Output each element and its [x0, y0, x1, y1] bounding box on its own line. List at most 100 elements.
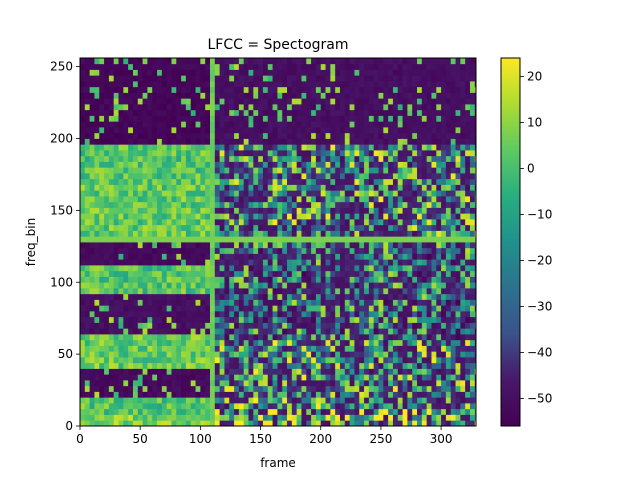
heatmap-cell — [267, 207, 273, 214]
heatmap-cell — [80, 213, 86, 220]
heatmap-cell — [219, 213, 225, 220]
heatmap-cell — [344, 190, 351, 197]
heatmap-cell — [431, 213, 437, 220]
heatmap-cell — [128, 242, 134, 249]
heatmap-cell — [291, 98, 298, 105]
heatmap-cell — [195, 109, 201, 116]
heatmap-cell — [354, 219, 360, 226]
heatmap-cell — [311, 104, 317, 111]
heatmap-cell — [142, 201, 148, 208]
heatmap-cell — [181, 138, 187, 145]
heatmap-cell — [320, 173, 326, 180]
heatmap-cell — [229, 167, 235, 174]
heatmap-cell — [234, 86, 240, 93]
heatmap-cell — [190, 368, 196, 375]
heatmap-cell — [152, 253, 158, 260]
heatmap-cell — [258, 144, 264, 151]
heatmap-cell — [181, 265, 187, 272]
heatmap-cell — [344, 391, 351, 398]
heatmap-cell — [282, 132, 288, 139]
heatmap-cell — [339, 127, 346, 134]
heatmap-cell — [132, 173, 139, 180]
heatmap-cell — [224, 403, 230, 410]
heatmap-cell — [209, 207, 216, 214]
heatmap-cell — [229, 224, 235, 231]
heatmap-cell — [291, 374, 298, 381]
heatmap-cell — [108, 115, 115, 122]
heatmap-cell — [161, 357, 168, 364]
heatmap-cell — [373, 109, 379, 116]
heatmap-cell — [132, 242, 139, 249]
heatmap-cell — [84, 242, 91, 249]
heatmap-cell — [378, 328, 384, 335]
heatmap-cell — [142, 81, 148, 88]
heatmap-cell — [89, 230, 95, 237]
heatmap-cell — [123, 247, 129, 254]
heatmap-cell — [176, 351, 182, 358]
heatmap-cell — [229, 69, 235, 76]
heatmap-cell — [344, 121, 351, 128]
heatmap-cell — [99, 334, 105, 341]
heatmap-cell — [335, 259, 341, 266]
heatmap-cell — [335, 86, 341, 93]
heatmap-cell — [267, 259, 273, 266]
heatmap-cell — [248, 155, 254, 162]
heatmap-cell — [421, 305, 428, 312]
heatmap-cell — [157, 230, 163, 237]
heatmap-cell — [147, 213, 153, 220]
heatmap-cell — [383, 270, 389, 277]
heatmap-cell — [209, 63, 216, 70]
heatmap-cell — [243, 242, 249, 249]
heatmap-cell — [262, 161, 269, 168]
heatmap-cell — [450, 368, 456, 375]
heatmap-cell — [267, 288, 273, 295]
heatmap-cell — [450, 230, 456, 237]
heatmap-cell — [209, 81, 216, 88]
heatmap-cell — [152, 138, 158, 145]
heatmap-cell — [181, 178, 187, 185]
heatmap-cell — [441, 150, 447, 157]
heatmap-cell — [128, 92, 134, 99]
heatmap-cell — [195, 167, 201, 174]
heatmap-cell — [171, 63, 177, 70]
heatmap-cell — [368, 132, 375, 139]
heatmap-cell — [248, 345, 254, 352]
heatmap-cell — [190, 150, 196, 157]
heatmap-cell — [335, 403, 341, 410]
heatmap-cell — [234, 265, 240, 272]
heatmap-cell — [417, 155, 423, 162]
heatmap-cell — [248, 334, 254, 341]
heatmap-cell — [84, 138, 91, 145]
heatmap-cell — [368, 115, 375, 122]
heatmap-cell — [253, 380, 259, 387]
heatmap-cell — [104, 316, 110, 323]
heatmap-cell — [84, 253, 91, 260]
heatmap-cell — [195, 339, 201, 346]
heatmap-cell — [99, 380, 105, 387]
heatmap-cell — [325, 339, 331, 346]
heatmap-cell — [137, 247, 143, 254]
heatmap-cell — [157, 408, 163, 415]
heatmap-cell — [118, 224, 124, 231]
heatmap-cell — [171, 282, 177, 289]
heatmap-cell — [311, 236, 317, 243]
heatmap-cell — [248, 236, 254, 243]
heatmap-cell — [205, 408, 211, 415]
heatmap-cell — [176, 265, 182, 272]
heatmap-cell — [296, 224, 302, 231]
heatmap-cell — [320, 253, 326, 260]
heatmap-cell — [176, 155, 182, 162]
heatmap-cell — [219, 207, 225, 214]
heatmap-cell — [306, 253, 312, 260]
heatmap-cell — [132, 230, 139, 237]
heatmap-cell — [325, 385, 331, 392]
heatmap-cell — [123, 81, 129, 88]
heatmap-cell — [209, 345, 216, 352]
heatmap-cell — [330, 322, 336, 329]
heatmap-cell — [441, 167, 447, 174]
heatmap-cell — [80, 380, 86, 387]
heatmap-cell — [89, 127, 95, 134]
heatmap-cell — [132, 397, 139, 404]
heatmap-cell — [123, 219, 129, 226]
heatmap-cell — [80, 265, 86, 272]
